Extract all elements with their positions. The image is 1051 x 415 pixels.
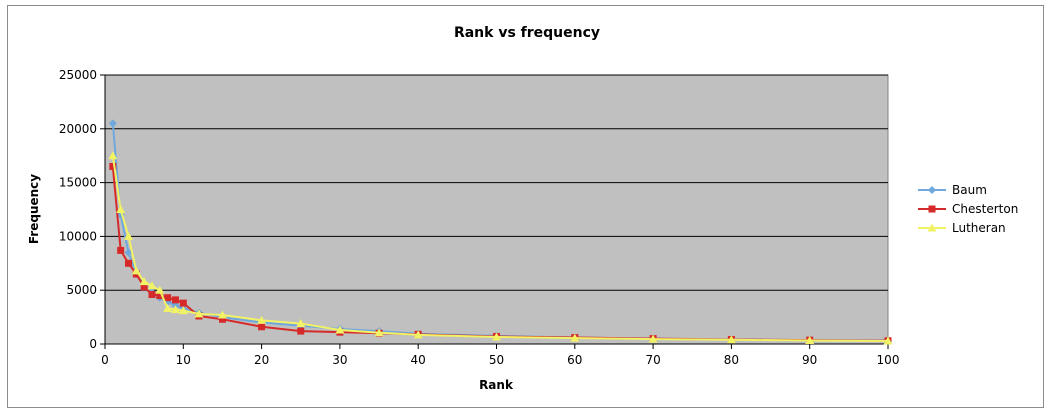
data-point [726, 335, 736, 344]
x-tick-label: 30 [332, 353, 347, 367]
x-tick-label: 60 [567, 353, 582, 367]
legend-swatch-marker [927, 223, 937, 232]
data-point [147, 281, 157, 290]
data-point [296, 319, 306, 328]
data-point [335, 325, 345, 334]
x-tick-label: 0 [101, 353, 109, 367]
gridlines [105, 74, 888, 291]
x-tick-label: 100 [877, 353, 900, 367]
x-tick-label: 90 [802, 353, 817, 367]
data-point [297, 327, 305, 335]
data-point [123, 231, 133, 240]
y-tick-label: 15000 [59, 176, 97, 190]
y-tick-label: 10000 [59, 229, 97, 243]
legend-label: Lutheran [952, 221, 1006, 235]
data-point [492, 332, 501, 341]
data-point [140, 283, 148, 291]
x-tick-label: 20 [254, 353, 269, 367]
data-point [124, 259, 132, 267]
x-tick-label: 10 [176, 353, 191, 367]
series-lutheran [108, 151, 893, 345]
x-axis-title: Rank [479, 378, 514, 392]
legend-item: Baum [918, 183, 987, 197]
data-point [124, 248, 133, 257]
data-point [108, 119, 117, 128]
chart-title: Rank vs frequency [454, 25, 600, 41]
y-tick-label: 0 [89, 337, 97, 351]
data-point [139, 277, 149, 286]
legend-item: Chesterton [918, 202, 1018, 216]
data-point [257, 315, 267, 324]
legend-item: Lutheran [918, 221, 1006, 235]
legend-swatch-marker [928, 186, 936, 194]
data-point [108, 151, 118, 160]
legend: Baum Chesterton Lutheran [918, 183, 1018, 235]
data-point [156, 292, 164, 300]
y-axis-title: Frequency [27, 174, 41, 244]
data-point [217, 310, 227, 319]
data-point [218, 315, 226, 323]
y-tick-label: 25000 [59, 68, 97, 82]
data-point [163, 303, 173, 312]
data-point [374, 328, 384, 337]
data-point [117, 246, 125, 254]
y-tick-label: 20000 [59, 122, 97, 136]
x-tick-label: 70 [645, 353, 660, 367]
data-point [648, 334, 658, 343]
legend-swatch-marker [928, 205, 936, 213]
data-point [171, 296, 179, 304]
plot-area [104, 74, 889, 345]
data-point [164, 294, 172, 302]
x-tick-label: 50 [489, 353, 504, 367]
data-point [179, 299, 187, 307]
data-point [155, 285, 165, 294]
data-point [178, 306, 188, 315]
axes: 0 5000 10000 15000 20000 25000 0 10 20 30 40 50 60 70… [59, 68, 900, 367]
data-point [170, 305, 180, 314]
data-point [570, 333, 580, 342]
data-point [194, 309, 204, 318]
legend-label: Baum [952, 183, 987, 197]
data-point [883, 336, 893, 345]
data-point [131, 266, 141, 275]
legend-label: Chesterton [952, 202, 1018, 216]
data-point [258, 323, 266, 331]
x-tick-label: 80 [724, 353, 739, 367]
series-layer [108, 119, 893, 345]
x-tick-label: 40 [411, 353, 426, 367]
data-point [109, 162, 117, 170]
data-point [805, 335, 815, 344]
data-point [148, 291, 156, 299]
y-tick-label: 5000 [66, 283, 97, 297]
data-point [116, 205, 126, 213]
data-point [413, 330, 423, 339]
